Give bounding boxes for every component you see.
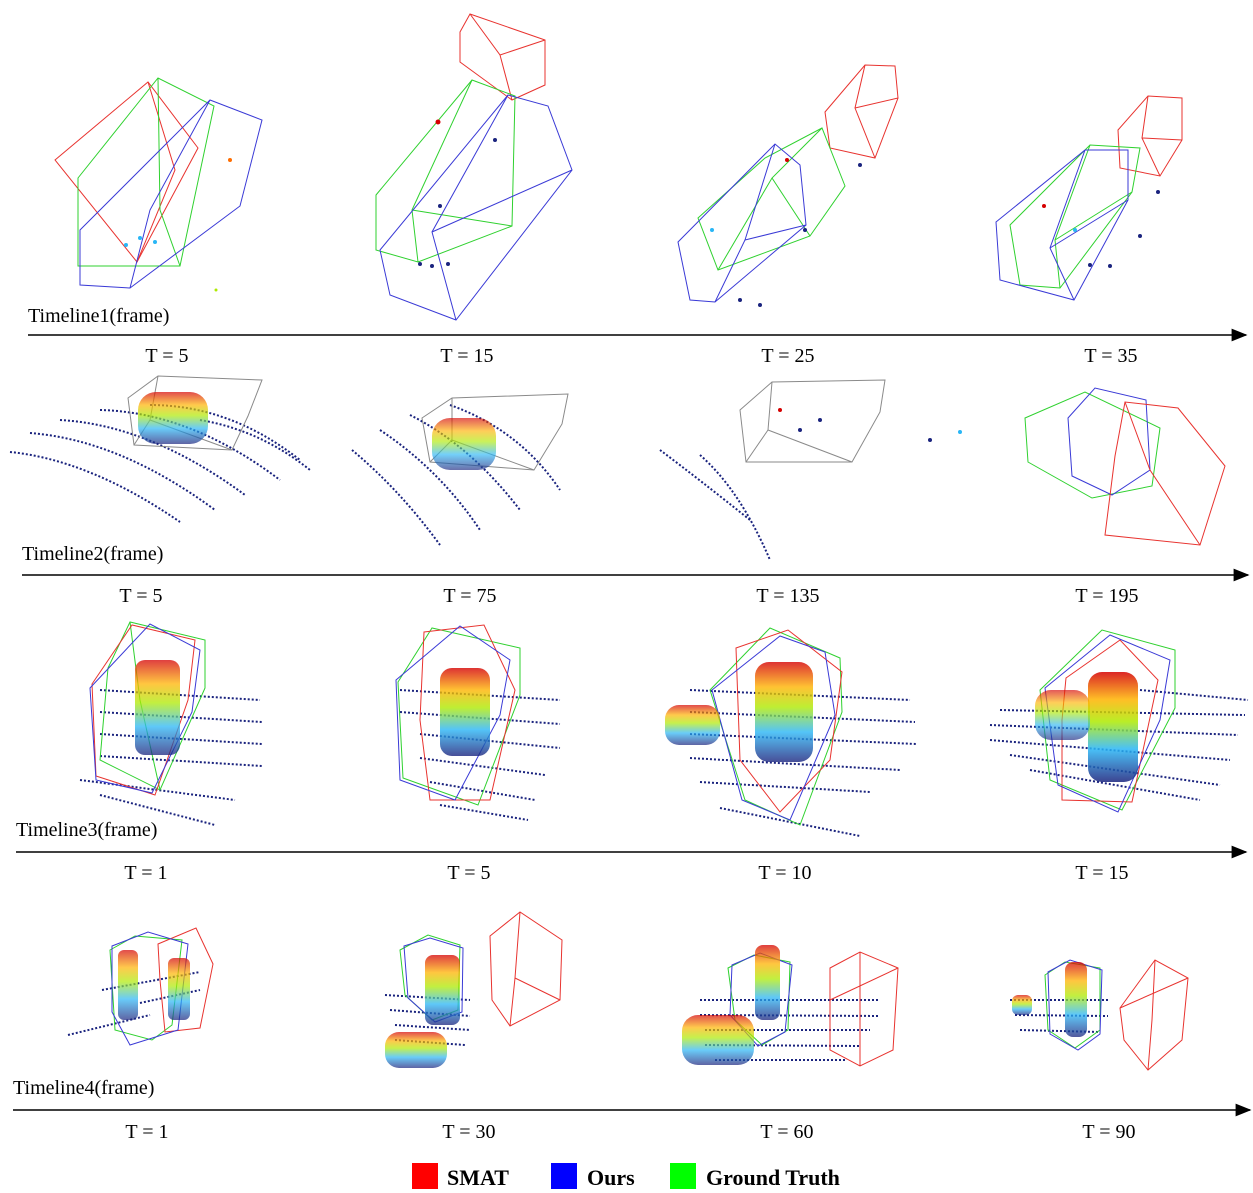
- legend-swatch-smat: [412, 1163, 438, 1189]
- frame-label: T = 10: [758, 862, 811, 884]
- timeline-label: Timeline4(frame): [13, 1077, 154, 1099]
- legend-swatch-ground-truth: [670, 1163, 696, 1189]
- row3-panel4-boxes: [1035, 629, 1176, 813]
- timeline-2: Timeline2(frame) T = 5 T = 75 T = 135 T …: [22, 543, 1250, 607]
- row2-panel2-boxes: [421, 393, 569, 471]
- timeline-3: Timeline3(frame) T = 1 T = 5 T = 10 T = …: [16, 819, 1248, 884]
- row2-scan-lines: [9, 404, 771, 561]
- row1-panel3-boxes: [677, 64, 899, 307]
- timeline-label: Timeline1(frame): [28, 305, 169, 327]
- row3-panel1-boxes: [89, 621, 206, 796]
- frame-label: T = 90: [1082, 1121, 1135, 1143]
- row4-panel3-boxes: [682, 945, 899, 1067]
- frame-label: T = 35: [1084, 345, 1137, 367]
- timeline-label: Timeline2(frame): [22, 543, 163, 565]
- frame-label: T = 60: [760, 1121, 813, 1143]
- legend: SMAT Ours Ground Truth: [412, 1163, 840, 1190]
- legend-item-smat: SMAT: [412, 1163, 509, 1190]
- frame-label: T = 30: [442, 1121, 495, 1143]
- legend-item-ours: Ours: [551, 1163, 635, 1190]
- frame-label: T = 195: [1075, 585, 1138, 607]
- row4-panel2-boxes: [385, 911, 563, 1068]
- row3-panel3-boxes: [665, 627, 843, 826]
- legend-item-ground-truth: Ground Truth: [670, 1163, 840, 1190]
- row-1-panels: [54, 13, 1183, 321]
- row4-panel4-boxes: [1012, 959, 1189, 1071]
- frame-label: T = 135: [756, 585, 819, 607]
- row3-panel2-boxes: [395, 624, 521, 806]
- legend-label-smat: SMAT: [447, 1165, 509, 1190]
- frame-label: T = 5: [447, 862, 490, 884]
- row-4-panels: [67, 911, 1189, 1071]
- row2-panel1-boxes: [127, 375, 263, 451]
- row2-panel3-boxes: [739, 379, 962, 463]
- timeline-1: Timeline1(frame) T = 5 T = 15 T = 25 T =…: [28, 305, 1248, 367]
- frame-label: T = 1: [124, 862, 167, 884]
- row-3-panels: [79, 621, 1249, 837]
- timeline-4: Timeline4(frame) T = 1 T = 30 T = 60 T =…: [13, 1077, 1252, 1143]
- row4-scan-lines: [67, 971, 1109, 1061]
- frame-label: T = 15: [1075, 862, 1128, 884]
- row1-panel1-boxes: [54, 77, 263, 292]
- frame-label: T = 1: [125, 1121, 168, 1143]
- legend-label-ground-truth: Ground Truth: [706, 1165, 840, 1190]
- row2-panel4-boxes: [1024, 387, 1226, 546]
- timeline-label: Timeline3(frame): [16, 819, 157, 841]
- frame-label: T = 75: [443, 585, 496, 607]
- frame-label: T = 5: [145, 345, 188, 367]
- row1-panel2-boxes: [375, 13, 573, 321]
- frame-label: T = 15: [440, 345, 493, 367]
- frame-label: T = 5: [119, 585, 162, 607]
- row1-panel4-boxes: [995, 95, 1183, 301]
- row-2-panels: [9, 375, 1226, 561]
- row4-panel1-boxes: [109, 927, 214, 1046]
- legend-label-ours: Ours: [587, 1165, 635, 1190]
- frame-label: T = 25: [761, 345, 814, 367]
- legend-swatch-ours: [551, 1163, 577, 1189]
